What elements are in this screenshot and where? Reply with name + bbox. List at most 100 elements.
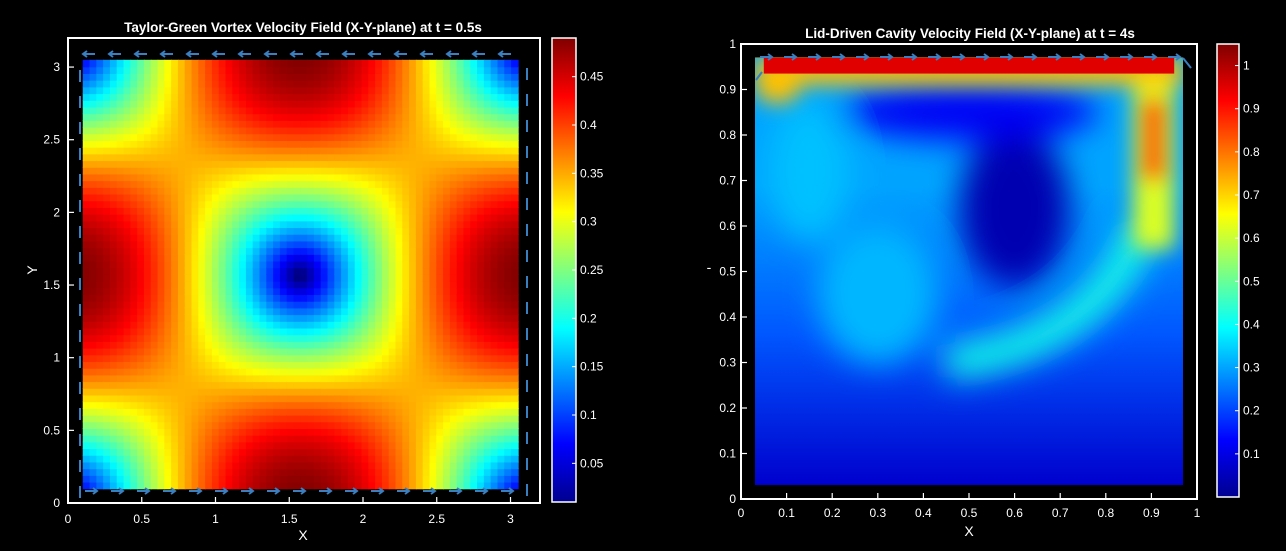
heatmap-cell bbox=[300, 468, 308, 476]
heatmap-cell bbox=[96, 254, 104, 262]
heatmap-cell bbox=[184, 120, 193, 128]
heatmap-cell bbox=[395, 260, 404, 269]
heatmap-cell bbox=[497, 240, 506, 249]
heatmap-cell bbox=[293, 213, 302, 222]
heatmap-cell bbox=[354, 153, 363, 162]
heatmap-cell bbox=[415, 314, 424, 322]
heatmap-cell bbox=[157, 173, 166, 182]
heatmap-cell bbox=[279, 408, 288, 416]
heatmap-cell bbox=[293, 347, 302, 356]
heatmap-cell bbox=[375, 73, 383, 81]
heatmap-cell bbox=[273, 133, 281, 141]
heatmap-cell bbox=[205, 260, 213, 269]
heatmap-cell bbox=[205, 247, 213, 255]
heatmap-cell bbox=[103, 180, 111, 188]
heatmap-cell bbox=[171, 213, 179, 222]
heatmap-cell bbox=[279, 73, 288, 81]
heatmap-cell bbox=[443, 113, 451, 121]
heatmap-cell bbox=[293, 300, 302, 309]
heatmap-cell bbox=[198, 120, 206, 128]
heatmap-cell bbox=[239, 106, 247, 115]
heatmap-cell bbox=[218, 307, 227, 316]
heatmap-cell bbox=[422, 66, 431, 74]
heatmap-cell bbox=[116, 180, 125, 188]
heatmap-cell bbox=[511, 153, 519, 162]
heatmap-cell bbox=[456, 220, 465, 229]
heatmap-cell bbox=[279, 428, 288, 436]
heatmap-cell bbox=[483, 334, 492, 342]
heatmap-cell bbox=[293, 106, 302, 115]
heatmap-cell bbox=[89, 441, 98, 450]
heatmap-cell bbox=[361, 254, 370, 262]
heatmap-cell bbox=[279, 327, 288, 336]
heatmap-cell bbox=[82, 347, 91, 356]
heatmap-cell bbox=[109, 220, 118, 229]
heatmap-cell bbox=[347, 113, 356, 121]
heatmap-cell bbox=[109, 200, 118, 208]
heatmap-cell bbox=[511, 441, 519, 450]
heatmap-cell bbox=[470, 180, 478, 188]
heatmap-cell bbox=[456, 274, 465, 282]
heatmap-cell bbox=[402, 180, 410, 188]
heatmap-cell bbox=[293, 441, 302, 450]
heatmap-cell bbox=[497, 93, 506, 101]
heatmap-cell bbox=[511, 267, 519, 275]
heatmap-cell bbox=[116, 361, 125, 369]
heatmap-cell bbox=[130, 434, 138, 443]
heatmap-cell bbox=[429, 193, 438, 202]
heatmap-cell bbox=[300, 79, 308, 88]
heatmap-cell bbox=[232, 267, 240, 275]
heatmap-cell bbox=[123, 408, 132, 416]
heatmap-cell bbox=[334, 106, 342, 115]
heatmap-cell bbox=[239, 274, 247, 282]
heatmap-cell bbox=[470, 254, 478, 262]
heatmap-cell bbox=[415, 207, 424, 215]
heatmap-cell bbox=[504, 361, 512, 369]
heatmap-cell bbox=[307, 481, 315, 490]
heatmap-cell bbox=[300, 280, 308, 289]
heatmap-cell bbox=[245, 160, 254, 168]
heatmap-cell bbox=[497, 146, 506, 155]
heatmap-cell bbox=[293, 287, 302, 296]
heatmap-cell bbox=[266, 66, 274, 74]
heatmap-cell bbox=[279, 374, 288, 383]
heatmap-cell bbox=[463, 66, 472, 74]
heatmap-cell bbox=[415, 86, 424, 95]
heatmap-cell bbox=[504, 140, 512, 148]
heatmap-cell bbox=[198, 381, 206, 389]
heatmap-cell bbox=[463, 73, 472, 81]
heatmap-cell bbox=[252, 428, 261, 436]
heatmap-cell bbox=[361, 401, 370, 409]
heatmap-cell bbox=[511, 321, 519, 329]
heatmap-cell bbox=[368, 341, 376, 349]
heatmap-cell bbox=[239, 113, 247, 121]
heatmap-cell bbox=[279, 414, 288, 423]
heatmap-cell bbox=[130, 233, 138, 242]
heatmap-cell bbox=[293, 361, 302, 369]
heatmap-cell bbox=[252, 334, 261, 342]
heatmap-cell bbox=[184, 220, 193, 229]
heatmap-cell bbox=[266, 200, 274, 208]
heatmap-cell bbox=[198, 300, 206, 309]
heatmap-cell bbox=[82, 294, 91, 302]
heatmap-cell bbox=[354, 240, 363, 249]
heatmap-cell bbox=[164, 213, 172, 222]
heatmap-cell bbox=[402, 287, 410, 296]
heatmap-cell bbox=[313, 481, 322, 490]
heatmap-cell bbox=[273, 441, 281, 450]
heatmap-cell bbox=[341, 334, 349, 342]
heatmap-cell bbox=[313, 441, 322, 450]
heatmap-cell bbox=[449, 267, 458, 275]
heatmap-cell bbox=[368, 233, 376, 242]
heatmap-cell bbox=[436, 153, 444, 162]
heatmap-cell bbox=[483, 354, 492, 363]
heatmap-cell bbox=[463, 79, 472, 88]
heatmap-cell bbox=[273, 66, 281, 74]
heatmap-cell bbox=[354, 166, 363, 175]
heatmap-cell bbox=[96, 300, 104, 309]
heatmap-cell bbox=[470, 300, 478, 309]
heatmap-cell bbox=[123, 314, 132, 322]
heatmap-cell bbox=[415, 200, 424, 208]
heatmap-cell bbox=[205, 334, 213, 342]
heatmap-cell bbox=[96, 146, 104, 155]
